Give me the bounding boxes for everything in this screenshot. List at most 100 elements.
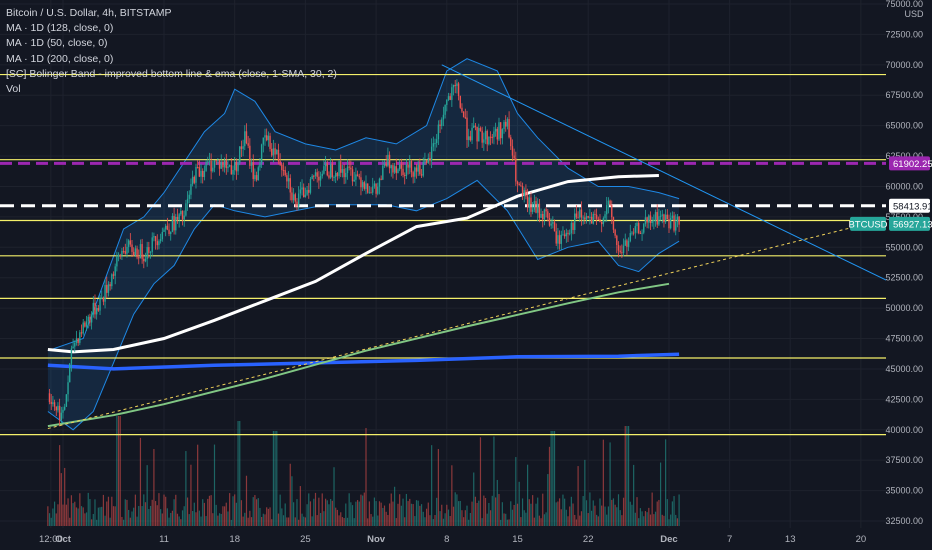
volume-bar <box>85 512 88 526</box>
candle-body <box>474 125 477 127</box>
symbol-tag: BTCUSD <box>848 219 887 230</box>
candle-body <box>276 149 278 155</box>
volume-bar <box>261 517 263 526</box>
volume-bar <box>491 495 493 526</box>
volume-bar <box>111 496 113 526</box>
price-tick-label: 62500.00 <box>885 151 923 161</box>
candle-body <box>567 232 569 235</box>
volume-bar <box>590 510 593 526</box>
candle-body <box>669 218 672 229</box>
price-axis[interactable]: 32500.00 35000.00 37500.00 40000.00 42500.00… <box>885 0 932 550</box>
candle-body <box>548 218 551 226</box>
volume-bar <box>446 504 448 526</box>
time-tick-label: 20 <box>856 534 867 545</box>
white-price-tag-bg <box>889 198 930 213</box>
volume-bar <box>481 518 483 526</box>
volume-bar <box>123 519 125 526</box>
candle-body <box>156 241 158 246</box>
candle-body <box>496 128 498 140</box>
volume-bar <box>112 506 115 526</box>
volume-bar <box>400 505 402 526</box>
volume-bar <box>511 509 514 526</box>
volume-bar <box>540 518 542 526</box>
candle-body <box>200 170 202 177</box>
candle-body <box>193 176 195 183</box>
volume-bar <box>330 498 332 526</box>
candle-body <box>85 321 88 327</box>
volume-bar <box>614 504 616 526</box>
candle-body <box>545 209 547 212</box>
candle-body <box>89 316 91 323</box>
legend-volume[interactable]: Vol <box>6 83 21 96</box>
candle-body <box>636 222 638 227</box>
legend-ma128[interactable]: MA · 1D (128, close, 0) <box>6 22 114 35</box>
volume-bar <box>287 517 290 526</box>
candle-body <box>74 342 76 347</box>
candle-body <box>111 274 113 287</box>
candle-body <box>289 178 291 193</box>
volume-bar <box>394 486 396 526</box>
volume-bar <box>198 510 200 526</box>
volume-bar <box>624 426 626 526</box>
candle-body <box>343 169 345 178</box>
candle-body <box>336 172 339 177</box>
candle-body <box>402 168 404 175</box>
legend-bollinger[interactable]: [SC] Bolinger Band - improved bottom lin… <box>6 67 337 80</box>
volume-bar <box>340 512 342 526</box>
candle-body <box>368 192 371 194</box>
legend-ma50[interactable]: MA · 1D (50, close, 0) <box>6 37 108 50</box>
candle-body <box>72 346 74 349</box>
volume-bar <box>124 499 126 526</box>
candle-body <box>398 164 401 170</box>
volume-bar <box>538 515 540 526</box>
volume-bar <box>533 517 535 526</box>
volume-bar <box>606 514 608 526</box>
time-axis-bg <box>0 528 932 550</box>
volume-bar <box>495 497 497 526</box>
volume-bar <box>452 506 455 526</box>
candle-body <box>590 216 593 224</box>
volume-bar <box>503 513 505 526</box>
legend-ma200[interactable]: MA · 1D (200, close, 0) <box>6 52 114 65</box>
volume-bar <box>659 462 662 526</box>
candle-body <box>95 307 98 315</box>
volume-bar <box>227 511 229 526</box>
volume-bar <box>378 501 381 526</box>
candle-body <box>234 161 236 171</box>
candle-body <box>148 247 150 253</box>
candle-body <box>333 176 335 178</box>
legend-title[interactable]: Bitcoin / U.S. Dollar, 4h, BITSTAMP <box>6 7 172 19</box>
candle-body <box>262 137 265 145</box>
volume-bar <box>331 500 333 526</box>
volume-bar <box>48 513 51 526</box>
time-tick-label: 11 <box>159 534 169 545</box>
candle-body <box>673 215 675 231</box>
candle-body <box>558 235 561 244</box>
candle-body <box>535 201 537 213</box>
volume-bar <box>230 519 232 526</box>
candle-body <box>432 143 435 147</box>
candle-body <box>454 84 456 87</box>
candle-body <box>202 170 204 178</box>
volume-bar <box>631 504 633 526</box>
volume-bar <box>284 503 286 526</box>
volume-bar <box>335 507 337 526</box>
volume-bar <box>385 511 387 526</box>
candle-body <box>577 217 579 219</box>
volume-bar <box>671 501 673 526</box>
volume-bar <box>429 515 431 526</box>
candle-body <box>101 297 103 299</box>
volume-bar <box>225 502 227 526</box>
candle-body <box>622 245 625 253</box>
volume-bar <box>557 501 559 526</box>
volume-bar <box>293 502 295 526</box>
candle-body <box>350 167 352 170</box>
candle-body <box>483 139 485 143</box>
volume-bar <box>154 501 157 526</box>
candle-body <box>257 167 259 181</box>
candle-body <box>531 209 534 212</box>
volume-bar <box>596 514 598 526</box>
candle-body <box>126 246 128 254</box>
